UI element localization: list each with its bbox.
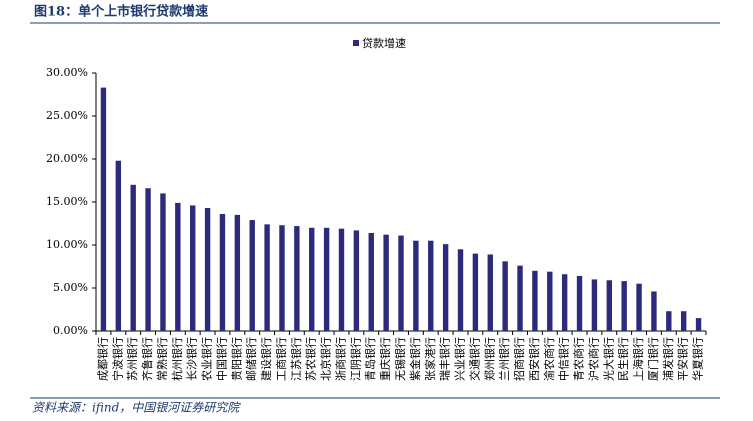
- bar: [204, 208, 211, 331]
- x-tick-label: 齐鲁银行: [140, 337, 154, 381]
- bar: [442, 244, 449, 331]
- x-tick-label: 中信银行: [557, 337, 571, 381]
- x-tick-label: 苏农银行: [304, 337, 318, 381]
- x-tick-label: 农业银行: [200, 337, 214, 381]
- bar: [145, 188, 151, 331]
- bar: [517, 265, 523, 331]
- x-tick-label: 工商银行: [274, 337, 288, 381]
- bar: [487, 254, 493, 331]
- bar: [457, 249, 464, 331]
- chart-title: 图18：单个上市银行贷款增速: [34, 4, 208, 20]
- legend-label: 贷款增速: [362, 36, 406, 50]
- bar: [100, 87, 107, 332]
- bar: [338, 228, 345, 331]
- bar: [279, 225, 285, 331]
- legend-swatch: [353, 40, 359, 46]
- x-tick-label: 苏州银行: [125, 337, 139, 381]
- bar: [190, 205, 196, 331]
- bar: [532, 270, 538, 331]
- x-tick-label: 华夏银行: [691, 337, 705, 381]
- bar: [323, 227, 330, 331]
- bar: [472, 253, 479, 331]
- source: 资料来源：ifind，中国银河证券研究院: [32, 401, 241, 415]
- y-tick-label: 20.00%: [46, 152, 88, 165]
- bar: [160, 193, 166, 331]
- y-tick-label: 15.00%: [46, 195, 88, 208]
- bar: [353, 230, 360, 331]
- x-tick-label: 浙商银行: [333, 337, 347, 381]
- x-tick-label: 招商银行: [512, 337, 526, 381]
- x-tick-label: 宁波银行: [110, 337, 124, 381]
- bar: [219, 214, 226, 331]
- y-tick-label: 25.00%: [46, 109, 88, 122]
- bar: [547, 271, 553, 331]
- bar: [561, 274, 568, 331]
- x-tick-label: 重庆银行: [378, 337, 392, 381]
- x-tick-label: 长沙银行: [185, 337, 199, 381]
- bar: [383, 234, 389, 331]
- x-tick-label: 西安银行: [527, 337, 541, 381]
- bar: [591, 279, 598, 331]
- bar: [398, 235, 404, 331]
- y-tick-label: 5.00%: [53, 281, 88, 294]
- x-tick-label: 兴业银行: [453, 337, 467, 381]
- bar: [175, 202, 181, 331]
- bar: [309, 227, 315, 331]
- x-tick-label: 中国银行: [214, 337, 228, 381]
- x-tick-label: 厦门银行: [646, 337, 660, 381]
- bar: [294, 226, 300, 331]
- x-tick-label: 邮储银行: [244, 337, 258, 381]
- bar: [368, 232, 374, 331]
- bar: [115, 160, 122, 331]
- y-tick-label: 10.00%: [46, 238, 88, 251]
- bar: [234, 214, 241, 331]
- x-tick-label: 渝农商行: [542, 337, 556, 381]
- x-tick-label: 杭州银行: [170, 337, 184, 381]
- x-tick-label: 兰州银行: [497, 337, 511, 381]
- x-tick-label: 青岛银行: [363, 337, 377, 381]
- x-tick-label: 浦发银行: [661, 337, 675, 381]
- x-tick-label: 张家港行: [423, 337, 437, 381]
- bar: [606, 280, 612, 331]
- x-tick-label: 青农商行: [572, 337, 586, 381]
- x-tick-label: 民生银行: [616, 337, 630, 381]
- x-tick-label: 江苏银行: [289, 337, 303, 381]
- x-tick-label: 瑞丰银行: [438, 337, 452, 381]
- x-tick-label: 常熟银行: [155, 337, 169, 381]
- x-tick-label: 交通银行: [467, 337, 481, 381]
- bar: [264, 224, 270, 331]
- bar: [576, 275, 583, 331]
- bar: [651, 291, 657, 331]
- bar: [666, 311, 672, 331]
- bar: [621, 281, 627, 331]
- x-tick-label: 贵阳银行: [229, 337, 243, 381]
- bar: [636, 283, 642, 331]
- bar: [695, 318, 702, 331]
- x-tick-label: 沪农商行: [586, 337, 600, 381]
- x-tick-label: 郑州银行: [482, 337, 496, 381]
- x-tick-label: 北京银行: [319, 337, 333, 381]
- y-tick-label: 0.00%: [53, 324, 88, 337]
- x-tick-label: 紫金银行: [408, 337, 422, 381]
- x-tick-label: 江阴银行: [348, 337, 362, 381]
- x-tick-label: 光大银行: [601, 337, 615, 381]
- bar: [428, 240, 434, 331]
- x-tick-label: 成都银行: [95, 337, 109, 381]
- bar: [413, 240, 419, 331]
- bar: [502, 261, 508, 331]
- x-tick-label: 建设银行: [259, 337, 273, 381]
- bar: [249, 220, 255, 331]
- x-tick-label: 上海银行: [631, 337, 645, 381]
- bar: [130, 184, 136, 331]
- x-tick-label: 无锡银行: [393, 337, 407, 381]
- y-tick-label: 30.00%: [46, 66, 88, 79]
- bar: [680, 311, 687, 331]
- x-tick-label: 平安银行: [676, 337, 690, 381]
